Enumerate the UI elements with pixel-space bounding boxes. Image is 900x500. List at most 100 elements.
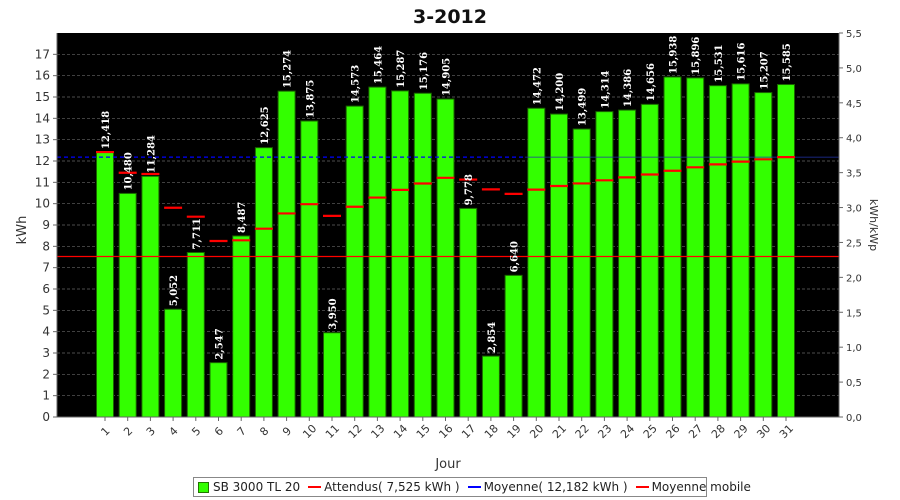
x-tick-label: 6 <box>212 424 226 438</box>
bar-value-label: 14,472 <box>532 67 543 105</box>
legend-item-production: SB 3000 TL 20 <box>198 480 300 494</box>
y-tick-label: 15 <box>35 90 50 104</box>
y2-tick-label: 0,0 <box>846 413 862 424</box>
x-tick-label: 21 <box>550 422 569 441</box>
x-tick-label: 16 <box>436 422 455 441</box>
x-tick-label: 13 <box>368 422 387 441</box>
x-tick-label: 20 <box>527 422 546 441</box>
bar <box>368 86 387 418</box>
bar <box>96 151 114 418</box>
x-tick-label: 2 <box>121 424 135 438</box>
bar <box>141 175 160 418</box>
y2-tick-label: 2,0 <box>846 273 862 284</box>
bar-value-label: 10,480 <box>124 152 135 190</box>
y-axis-label: kWh <box>15 216 30 245</box>
y-tick-label: 13 <box>35 133 50 147</box>
y-tick-label: 7 <box>42 261 50 275</box>
x-tick-label: 11 <box>323 422 342 441</box>
y2-axis-label: kWh/kWp <box>867 199 880 251</box>
x-tick-label: 8 <box>257 424 271 438</box>
legend-item-moyenne-mobile: Moyenne mobile <box>635 480 751 494</box>
x-tick-label: 24 <box>618 422 637 441</box>
bar <box>527 107 546 418</box>
bar-value-label: 15,176 <box>419 52 430 90</box>
y-tick-label: 12 <box>35 154 50 168</box>
bar-value-label: 5,052 <box>169 275 180 306</box>
bar <box>731 83 750 418</box>
legend: SB 3000 TL 20 Attendus( 7,525 kWh ) Moye… <box>193 477 751 497</box>
bar-value-label: 15,938 <box>669 36 680 74</box>
legend-label-attendus: Attendus( 7,525 kWh ) <box>324 480 460 494</box>
bar <box>459 207 478 418</box>
y2-tick-label: 4,5 <box>846 99 862 110</box>
bar-value-label: 15,287 <box>396 50 407 88</box>
x-tick-label: 10 <box>300 422 319 441</box>
x-tick-label: 27 <box>686 422 705 441</box>
x-tick-label: 4 <box>167 424 181 438</box>
y-tick-label: 1 <box>42 389 50 403</box>
x-tick-label: 28 <box>709 422 728 441</box>
bar <box>277 90 296 418</box>
bar <box>323 332 341 418</box>
x-tick-label: 19 <box>505 422 524 441</box>
bar <box>391 90 410 418</box>
y-tick-label: 0 <box>42 410 50 424</box>
bar-value-label: 15,896 <box>691 37 702 75</box>
bar-value-label: 11,284 <box>146 135 157 173</box>
y-tick-label: 5 <box>42 303 50 317</box>
y-tick-label: 17 <box>35 47 50 61</box>
y-tick-label: 2 <box>42 367 50 381</box>
x-tick-label: 17 <box>459 422 478 441</box>
bar <box>232 235 251 418</box>
legend-label-moyenne: Moyenne( 12,182 kWh ) <box>483 480 628 494</box>
bar-value-label: 15,616 <box>737 43 748 81</box>
bar <box>777 84 795 418</box>
legend-swatch-moyenne <box>467 486 481 488</box>
x-tick-label: 25 <box>641 422 660 441</box>
x-tick-label: 5 <box>189 424 203 438</box>
legend-label-moyenne-mobile: Moyenne mobile <box>651 480 751 494</box>
bar <box>663 76 682 418</box>
bar-value-label: 14,656 <box>646 63 657 101</box>
bar-value-label: 15,207 <box>759 51 770 89</box>
bar <box>686 77 705 418</box>
bar <box>413 92 432 418</box>
x-tick-label: 31 <box>777 422 796 441</box>
y-tick-label: 11 <box>35 175 50 189</box>
legend-swatch-attendus <box>308 486 322 488</box>
bar-value-label: 15,585 <box>782 43 793 81</box>
x-tick-label: 30 <box>754 422 773 441</box>
x-tick-label: 15 <box>414 422 433 441</box>
x-axis: 1 2 3 4 5 6 7 8 9 10 11 12 13 14 15 16 17 18 19 20 21 22 23 24 2… <box>57 416 839 441</box>
bar-value-label: 14,314 <box>600 70 611 108</box>
bar <box>300 120 319 418</box>
bar-value-label: 2,854 <box>487 322 498 353</box>
bar-value-label: 15,274 <box>283 50 294 88</box>
bar <box>618 109 637 418</box>
bar-value-labels: 12,418 10,480 11,284 5,052 7,711 2,547 8,487 12… <box>101 36 793 360</box>
bar <box>209 362 228 418</box>
x-tick-label: 7 <box>235 424 249 438</box>
x-tick-label: 29 <box>732 422 751 441</box>
bar-value-label: 15,464 <box>373 46 384 84</box>
bar-value-label: 12,418 <box>101 111 112 149</box>
bar-value-label: 13,499 <box>578 88 589 126</box>
x-tick-label: 12 <box>346 422 365 441</box>
bar <box>754 92 773 418</box>
bar-value-label: 14,386 <box>623 69 634 107</box>
bar <box>436 98 455 418</box>
y-tick-label: 4 <box>42 325 50 339</box>
bar <box>572 128 591 418</box>
bar-value-label: 15,531 <box>714 44 725 82</box>
bar-value-label: 14,573 <box>351 65 362 103</box>
y2-tick-label: 5,0 <box>846 64 862 75</box>
x-tick-label: 18 <box>482 422 501 441</box>
reference-lines <box>57 150 839 258</box>
legend-swatch-production <box>198 481 209 493</box>
legend-item-attendus: Attendus( 7,525 kWh ) <box>308 480 460 494</box>
legend-swatch-moyenne-mobile <box>635 486 649 488</box>
y2-axis: 0,0 0,5 1,0 1,5 2,0 2,5 3,0 3,5 4,0 4,5 5,0 5,5 <box>838 29 862 424</box>
bar <box>504 274 523 418</box>
x-tick-label: 3 <box>144 424 158 438</box>
